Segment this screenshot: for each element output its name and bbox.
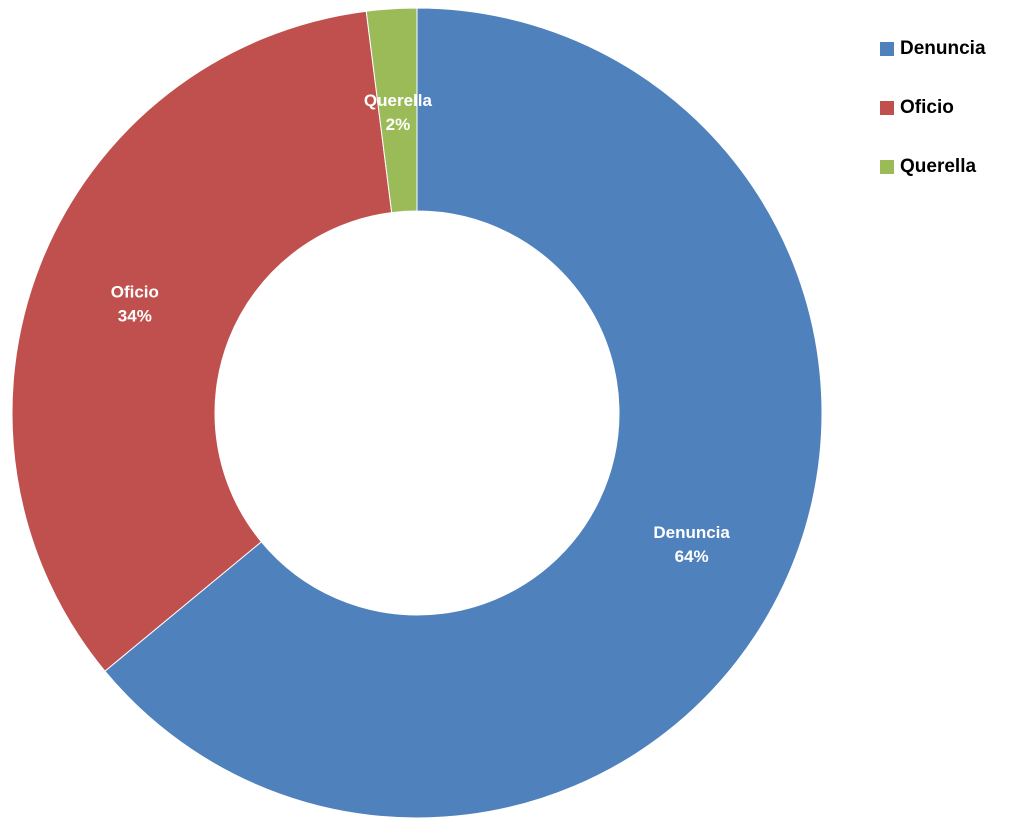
legend-swatch-oficio	[880, 101, 894, 115]
slice-label-oficio: Oficio 34%	[111, 282, 159, 325]
slice-denuncia	[104, 7, 823, 819]
legend-item-oficio: Oficio	[880, 93, 1010, 123]
legend-item-querella: Querella	[880, 152, 1010, 182]
slice-value-querella: 2%	[386, 115, 411, 134]
legend-swatch-denuncia	[880, 42, 894, 56]
chart-legend: Denuncia Oficio Querella	[880, 34, 1010, 211]
slice-category-querella: Querella	[364, 91, 433, 110]
legend-label-oficio: Oficio	[900, 97, 954, 118]
legend-item-denuncia: Denuncia	[880, 34, 1010, 64]
slice-category-oficio: Oficio	[111, 282, 159, 301]
donut-slices	[11, 7, 823, 819]
slice-labels: Denuncia 64% Oficio 34% Querella 2%	[111, 91, 731, 566]
legend-swatch-querella	[880, 160, 894, 174]
slice-value-denuncia: 64%	[675, 547, 709, 566]
slice-category-denuncia: Denuncia	[653, 523, 730, 542]
slice-querella	[365, 7, 418, 214]
legend-label-querella: Querella	[900, 156, 977, 177]
slice-value-oficio: 34%	[118, 306, 152, 325]
slice-oficio	[11, 10, 393, 672]
slice-label-denuncia: Denuncia 64%	[653, 523, 730, 566]
slice-label-querella: Querella 2%	[364, 91, 433, 134]
legend-label-denuncia: Denuncia	[900, 38, 986, 59]
